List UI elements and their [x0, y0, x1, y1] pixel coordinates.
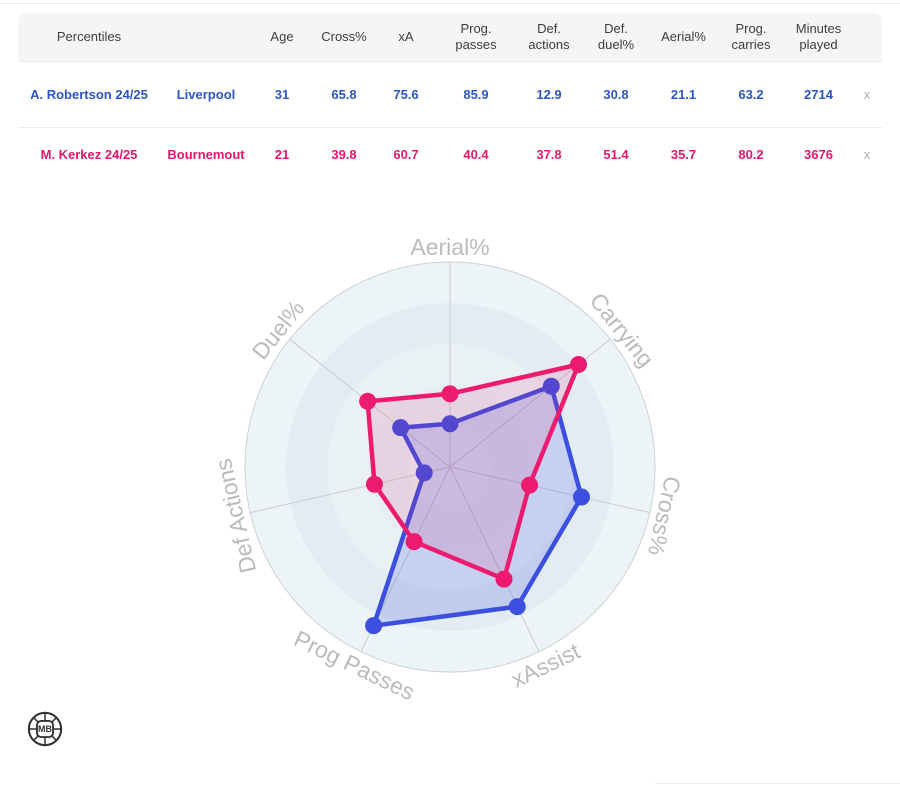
radar-series-1 — [365, 362, 581, 582]
header-aerial: Aerial% — [661, 28, 706, 44]
kerkez-minutes: 3676 — [804, 147, 833, 162]
robertson-def-duel: 30.8 — [603, 87, 629, 102]
player-name-kerkez[interactable]: M. Kerkez 24/25 — [40, 146, 138, 162]
radar-dot-1 — [441, 385, 459, 403]
robertson-age: 31 — [274, 87, 290, 102]
radar-dot-1 — [570, 355, 588, 373]
kerkez-age: 21 — [274, 147, 290, 162]
radar-dot-0 — [573, 488, 591, 506]
header-age: Age — [270, 28, 294, 44]
header-percentiles: Percentiles — [56, 28, 122, 44]
header-prog-passes: Prog. passes — [455, 20, 497, 52]
radar-dot-1 — [365, 475, 383, 493]
remove-robertson-button[interactable]: x — [863, 87, 871, 102]
team-kerkez: Bournemout — [167, 147, 245, 162]
radar-dot-0 — [415, 464, 433, 482]
kerkez-xa: 60.7 — [393, 147, 419, 162]
table-header-row: Percentiles Age Cross% xA Prog. passes D… — [18, 13, 882, 62]
radar-dot-1 — [495, 570, 513, 588]
header-cross: Cross% — [321, 28, 367, 44]
kerkez-aerial: 35.7 — [670, 147, 697, 162]
radar-dot-0 — [392, 419, 410, 437]
top-divider — [0, 3, 900, 4]
bottom-divider — [655, 783, 900, 784]
kerkez-def-actions: 37.8 — [536, 147, 562, 162]
radar-dot-0 — [441, 415, 459, 433]
radar-chart-area: Aerial% Carrying Cross% xAssist Prog Passes D… — [0, 222, 900, 722]
robertson-prog-carries: 63.2 — [738, 87, 764, 102]
header-xa: xA — [398, 28, 414, 44]
robertson-cross: 65.8 — [331, 87, 357, 102]
mb-logo-icon: MB — [27, 711, 63, 747]
player-name-robertson[interactable]: A. Robertson 24/25 — [30, 86, 148, 102]
header-minutes: Minutes played — [795, 20, 842, 52]
mb-logo-text: MB — [38, 724, 53, 734]
axis-label-aerial-: Aerial% — [410, 234, 489, 260]
radar-spoke — [449, 466, 540, 652]
radar-dot-1 — [521, 476, 539, 494]
table-row-robertson: A. Robertson 24/25 Liverpool 31 65.8 75.… — [18, 62, 882, 128]
radar-dot-0 — [365, 617, 383, 635]
robertson-minutes: 2714 — [804, 87, 833, 102]
percentiles-table: Percentiles Age Cross% xA Prog. passes D… — [18, 13, 882, 181]
header-prog-carries: Prog. carries — [731, 20, 771, 52]
robertson-aerial: 21.1 — [670, 87, 697, 102]
radar-dot-0 — [508, 598, 526, 616]
header-def-actions: Def. actions — [528, 20, 570, 52]
kerkez-cross: 39.8 — [331, 147, 357, 162]
kerkez-prog-carries: 80.2 — [738, 147, 764, 162]
robertson-def-actions: 12.9 — [536, 87, 562, 102]
radar-spoke — [449, 466, 650, 514]
table-row-kerkez: M. Kerkez 24/25 Bournemout 21 39.8 60.7 … — [18, 128, 882, 181]
remove-kerkez-button[interactable]: x — [863, 147, 871, 162]
team-robertson: Liverpool — [176, 87, 236, 102]
kerkez-def-duel: 51.4 — [603, 147, 629, 162]
header-def-duel: Def. duel% — [597, 20, 635, 52]
robertson-xa: 75.6 — [393, 87, 419, 102]
radar-dot-1 — [405, 533, 423, 551]
radar-dot-1 — [359, 392, 377, 410]
robertson-prog-passes: 85.9 — [463, 87, 489, 102]
kerkez-prog-passes: 40.4 — [463, 147, 489, 162]
radar-dot-0 — [542, 377, 560, 395]
